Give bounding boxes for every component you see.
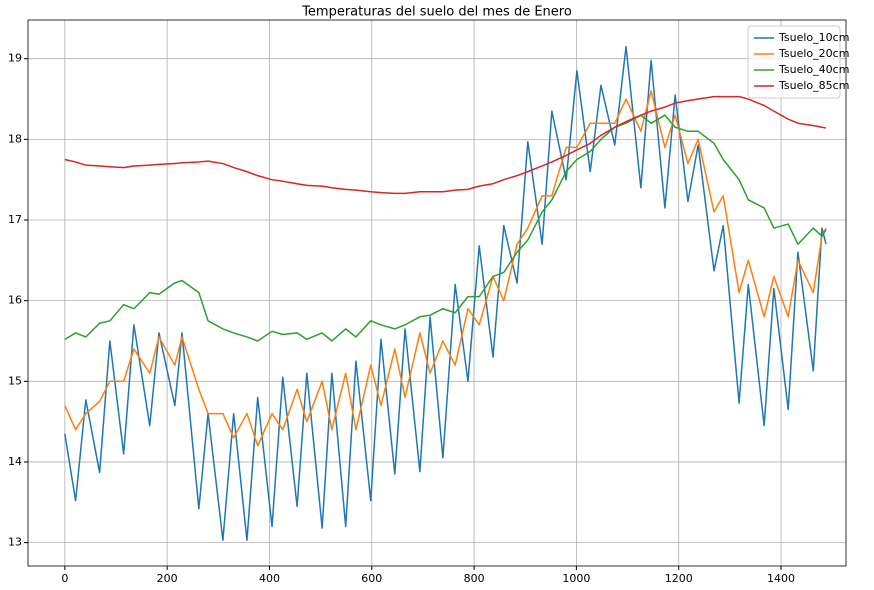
x-tick-label: 1000 [562, 572, 590, 585]
y-tick-label: 17 [8, 213, 22, 226]
legend-label: Tsuelo_10cm [778, 31, 849, 44]
x-tick-label: 0 [61, 572, 68, 585]
plot-frame [27, 19, 847, 567]
y-tick-label: 19 [8, 52, 22, 65]
series-line [64, 95, 827, 195]
series-line [64, 114, 827, 342]
y-tick-label: 18 [8, 132, 22, 145]
x-tick-label: 1200 [665, 572, 693, 585]
x-tick-label: 1400 [767, 572, 795, 585]
x-tick-label: 400 [259, 572, 280, 585]
series-line [64, 90, 827, 447]
legend-label: Tsuelo_20cm [778, 47, 849, 60]
legend-box [747, 25, 841, 99]
y-tick-label: 16 [8, 294, 22, 307]
y-tick-label: 13 [8, 536, 22, 549]
chart-title: Temperaturas del suelo del mes de Enero [301, 5, 572, 20]
x-tick-label: 200 [157, 572, 178, 585]
y-tick-label: 14 [8, 455, 22, 468]
series-line [64, 45, 827, 541]
x-tick-label: 800 [464, 572, 485, 585]
y-tick-label: 15 [8, 374, 22, 387]
legend-label: Tsuelo_40cm [778, 63, 849, 76]
legend-label: Tsuelo_85cm [778, 79, 849, 92]
legend: Tsuelo_10cm Tsuelo_20cm Tsuelo_40cm Tsuelo_… [747, 25, 849, 99]
x-tick-label: 600 [361, 572, 382, 585]
